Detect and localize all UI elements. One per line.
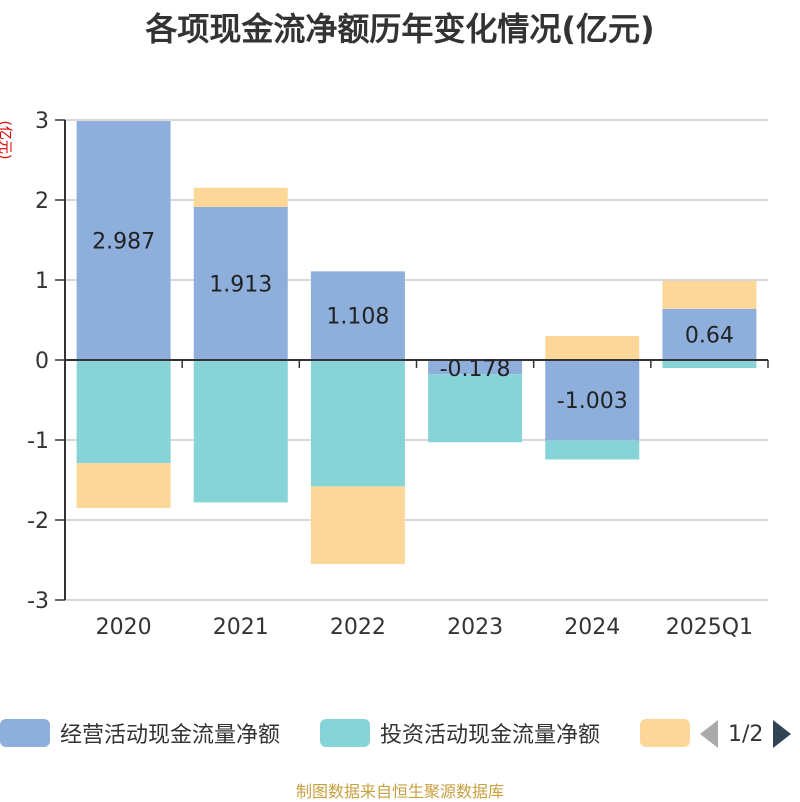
bar-financing[interactable] (662, 280, 757, 309)
x-tick-label: 2020 (96, 615, 152, 640)
y-tick-label: -3 (27, 589, 49, 614)
bar-operating[interactable] (76, 121, 171, 360)
data-label: -1.003 (557, 389, 628, 414)
bar-operating[interactable] (662, 308, 757, 360)
data-source-note: 制图数据来自恒生聚源数据库 (295, 782, 504, 801)
bar-operating[interactable] (193, 206, 288, 360)
data-label: 1.913 (209, 272, 272, 297)
bar-investing[interactable] (428, 374, 523, 443)
data-label: 0.64 (685, 323, 734, 348)
legend-item-operating[interactable]: 经营活动现金流量净额 (0, 715, 280, 751)
y-tick-label: -2 (27, 509, 49, 534)
y-tick-label: 3 (35, 109, 49, 134)
legend: 经营活动现金流量净额 投资活动现金流量净额 (0, 715, 800, 755)
pager-page-text: 1/2 (728, 721, 764, 747)
legend-swatch-financing (640, 719, 690, 747)
chart-title: 各项现金流净额历年变化情况(亿元) (145, 10, 655, 48)
legend-swatch-operating (0, 719, 50, 747)
bar-investing[interactable] (662, 360, 757, 368)
legend-label-operating: 经营活动现金流量净额 (60, 723, 281, 748)
bar-investing[interactable] (76, 360, 171, 464)
y-tick-label: -1 (27, 429, 49, 454)
legend-item-financing[interactable] (640, 715, 690, 751)
y-tick-label: 0 (35, 349, 49, 374)
pager-next-icon[interactable] (773, 720, 792, 748)
bar-financing[interactable] (76, 463, 171, 508)
legend-pager: 1/2 (700, 716, 792, 752)
bar-operating[interactable] (545, 360, 640, 441)
pager-prev-icon[interactable] (700, 720, 718, 748)
bar-operating[interactable] (310, 271, 405, 360)
data-labels: 2.987 1.913 1.108 -0.178 -1.003 0.64 (92, 230, 734, 415)
chart-plot: 3 2 1 0 -1 -2 -3 2020 2021 2022 2023 2024 2025Q1 2.9… (27, 109, 769, 640)
x-tick-label: 2025Q1 (666, 615, 753, 640)
data-label: 1.108 (326, 305, 389, 330)
y-tick-label: 1 (35, 269, 49, 294)
bar-investing[interactable] (310, 360, 405, 487)
bar-investing[interactable] (193, 360, 288, 503)
bar-operating[interactable] (428, 360, 523, 375)
x-tick-label: 2023 (447, 615, 503, 640)
x-tick-label: 2021 (213, 615, 269, 640)
x-tick-label: 2022 (330, 615, 386, 640)
y-tick-label: 2 (35, 189, 49, 214)
bar-financing[interactable] (545, 336, 640, 360)
data-label: 2.987 (92, 230, 155, 255)
axes: 3 2 1 0 -1 -2 -3 2020 2021 2022 2023 2024 2025Q1 (27, 109, 769, 640)
bars (76, 121, 757, 564)
x-tick-label: 2024 (564, 615, 620, 640)
legend-item-investing[interactable]: 投资活动现金流量净额 (320, 715, 600, 751)
bar-financing[interactable] (310, 486, 405, 564)
legend-swatch-investing (320, 719, 370, 747)
data-label: -0.178 (440, 357, 511, 382)
legend-label-investing: 投资活动现金流量净额 (380, 723, 601, 748)
bar-financing[interactable] (193, 187, 288, 207)
bar-investing[interactable] (545, 440, 640, 460)
